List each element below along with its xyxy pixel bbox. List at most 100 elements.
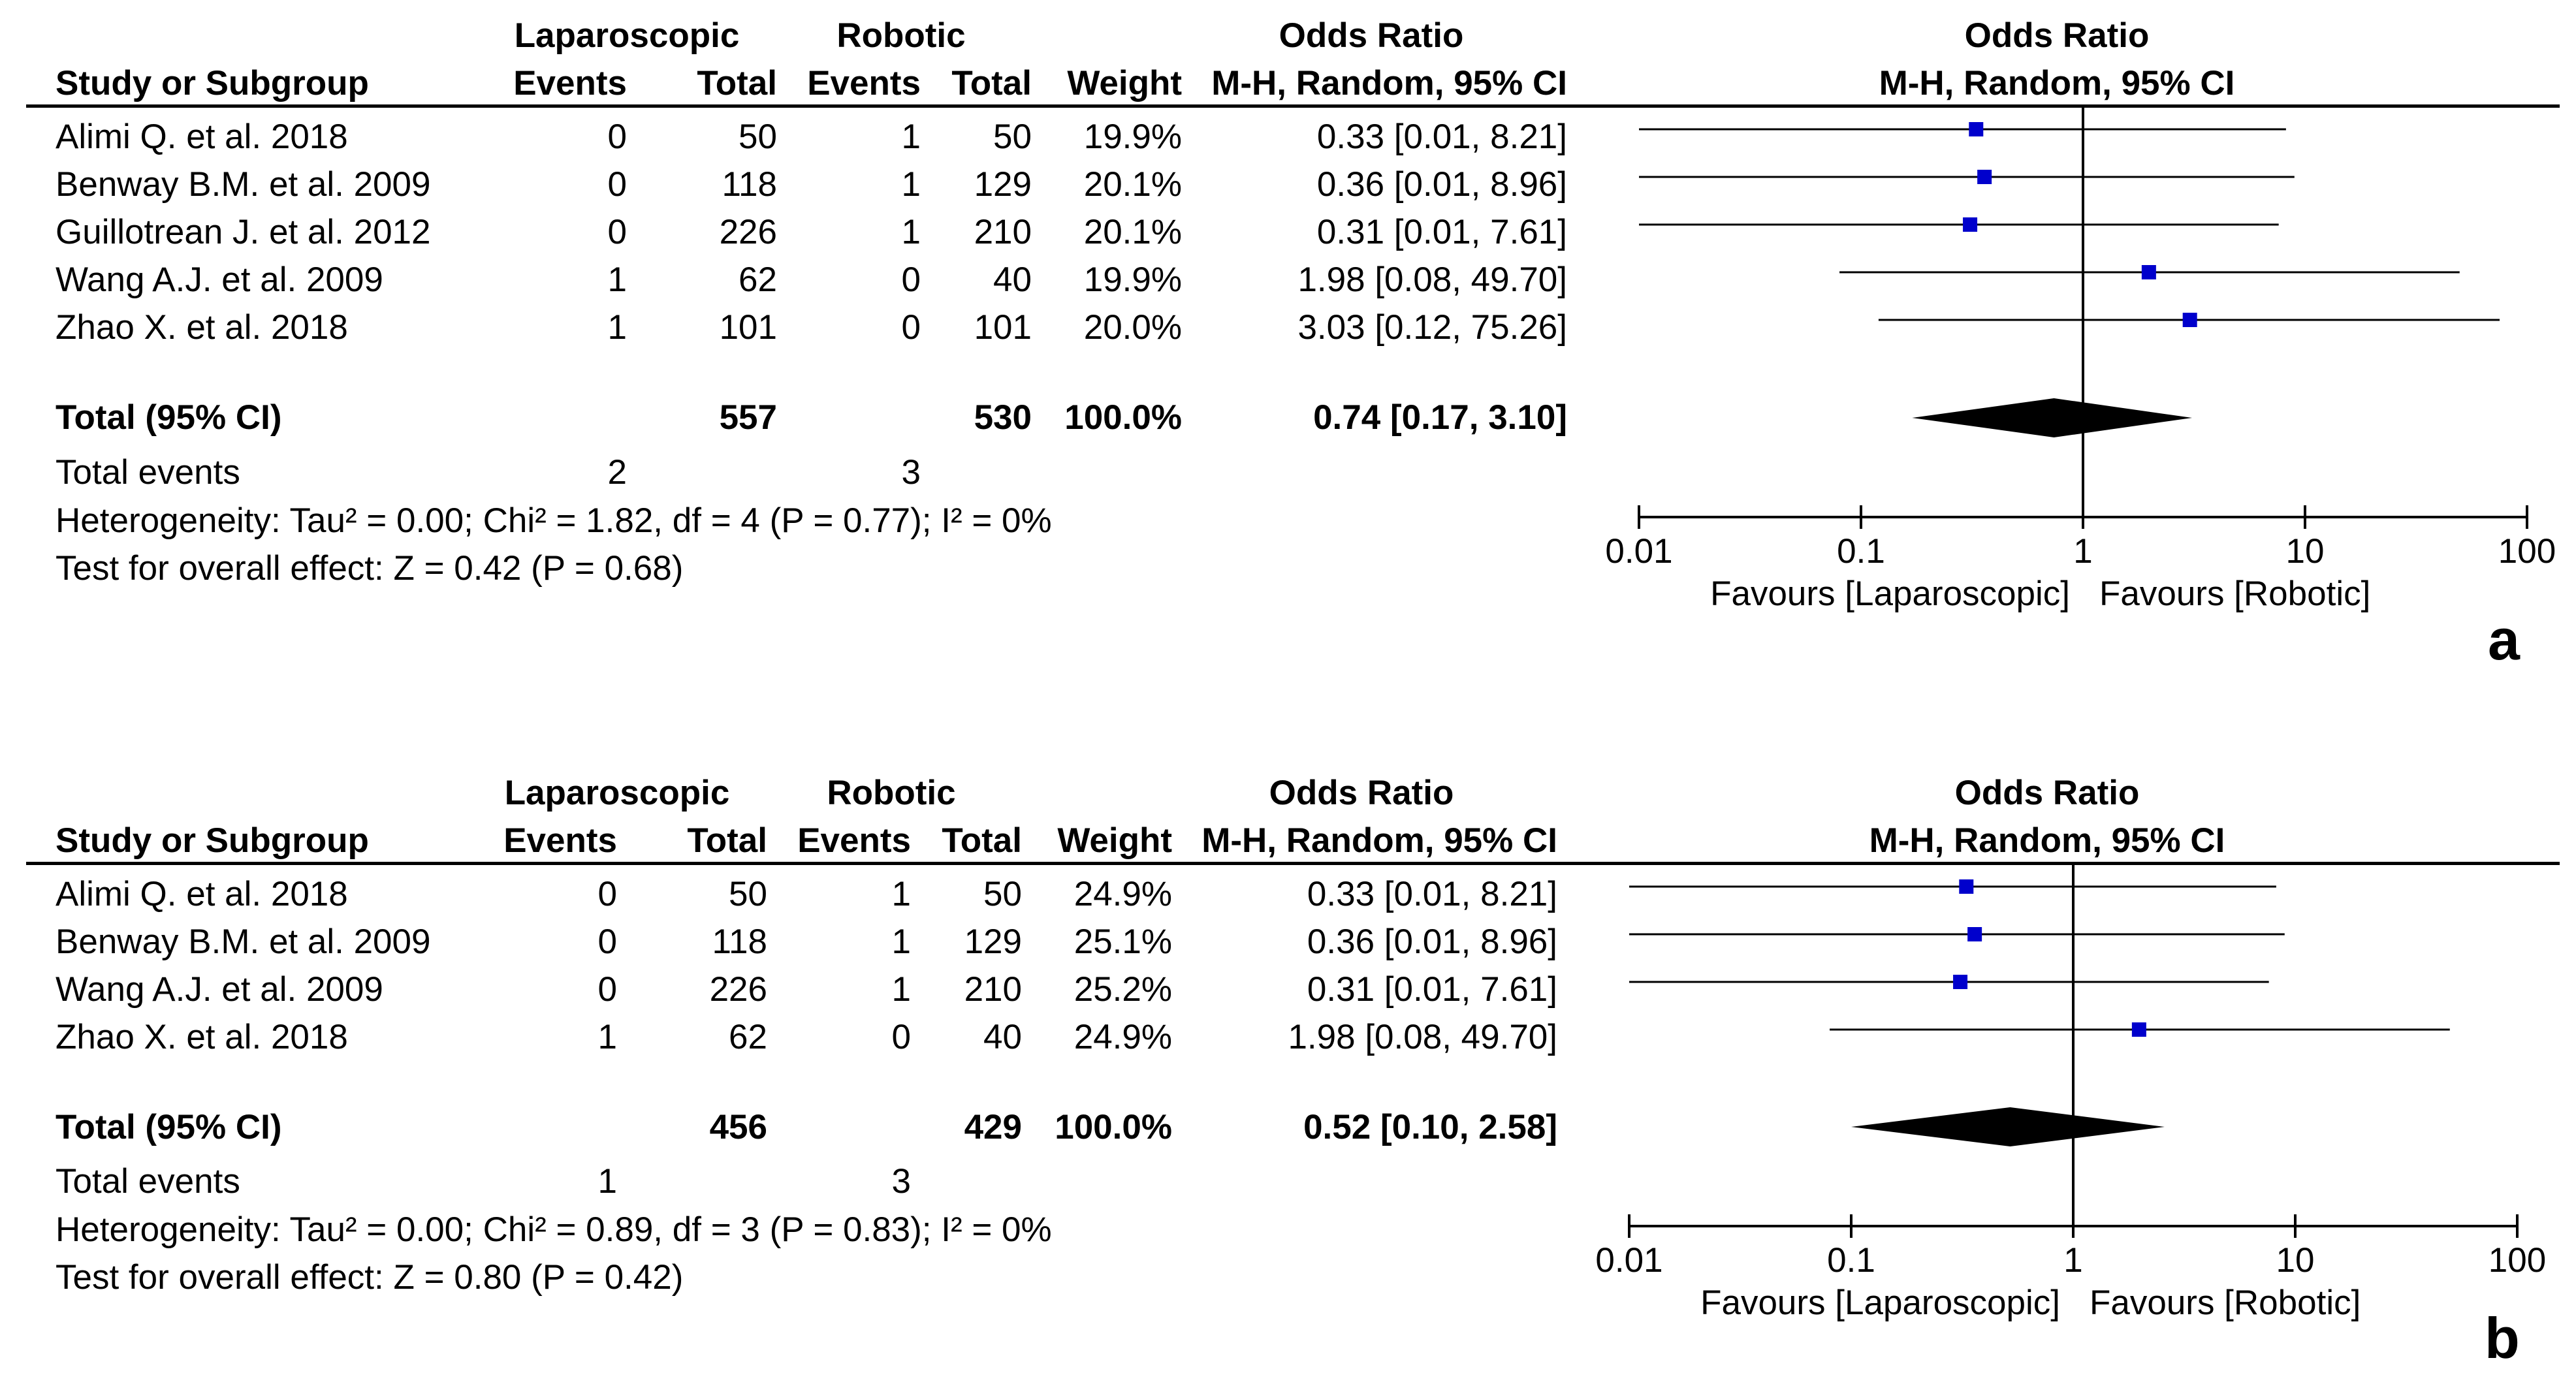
- events2: 0: [891, 1018, 911, 1056]
- total1: 62: [729, 1018, 767, 1056]
- events1: 0: [607, 213, 627, 251]
- odds-ratio-ci: 1.98 [0.08, 49.70]: [1288, 1018, 1557, 1056]
- weight: 19.9%: [1083, 260, 1182, 299]
- events2: 1: [891, 923, 911, 961]
- odds-ratio-ci: 0.36 [0.01, 8.96]: [1316, 165, 1567, 204]
- total-ci: 0.52 [0.10, 2.58]: [1303, 1108, 1557, 1146]
- forest-plot-b: 0.01 0.1 1 10 100 Favours [Laparoscopic] Favou…: [1595, 862, 2546, 1322]
- header-rule: [26, 862, 2560, 865]
- events1: 1: [607, 308, 627, 347]
- total2: 40: [993, 260, 1032, 299]
- total-events2: 3: [901, 453, 921, 492]
- total2-sum: 530: [974, 398, 1032, 437]
- total-events-label: Total events: [56, 1162, 240, 1201]
- total-events1: 1: [597, 1162, 617, 1201]
- col-total1-header: Total: [697, 64, 777, 103]
- x-tick-label: 0.1: [1827, 1241, 1875, 1280]
- total2: 210: [974, 213, 1032, 251]
- total1-sum: 456: [709, 1108, 767, 1146]
- total2: 129: [974, 165, 1032, 204]
- events2: 0: [901, 260, 921, 299]
- events2: 1: [891, 875, 911, 913]
- col-events2-header: Events: [807, 64, 921, 103]
- point-marker: [2131, 1022, 2146, 1037]
- plot-header-title: Odds Ratio: [1964, 16, 2150, 55]
- total1: 118: [712, 923, 768, 961]
- pooled-diamond: [1851, 1107, 2165, 1146]
- header-rule: [26, 104, 2560, 108]
- point-marker: [1963, 217, 1978, 232]
- total2: 210: [964, 970, 1022, 1009]
- odds-ratio-ci: 1.98 [0.08, 49.70]: [1297, 260, 1567, 299]
- point-marker: [2141, 265, 2156, 279]
- total-events-label: Total events: [56, 453, 240, 492]
- point-marker: [1959, 879, 1974, 894]
- study-name: Guillotrean J. et al. 2012: [56, 213, 431, 251]
- events1: 0: [597, 875, 617, 913]
- col-events2-header: Events: [797, 821, 911, 860]
- x-tick-label: 0.01: [1595, 1241, 1662, 1280]
- study-name: Benway B.M. et al. 2009: [56, 165, 431, 204]
- total2: 40: [983, 1018, 1022, 1056]
- total1: 226: [719, 213, 777, 251]
- group1-header: Laparoscopic: [504, 774, 730, 812]
- overall-effect-text: Test for overall effect: Z = 0.80 (P = 0…: [56, 1258, 684, 1297]
- events1: 0: [607, 165, 627, 204]
- x-tick-label: 1: [2063, 1241, 2082, 1280]
- point-marker: [1953, 975, 1968, 989]
- col-weight-header: Weight: [1067, 64, 1182, 103]
- total1: 118: [722, 165, 778, 204]
- plot-header-method: M-H, Random, 95% CI: [1869, 821, 2225, 860]
- heterogeneity-text: Heterogeneity: Tau² = 0.00; Chi² = 0.89,…: [56, 1210, 1052, 1249]
- total1: 50: [729, 875, 767, 913]
- total-label: Total (95% CI): [56, 398, 282, 437]
- overall-effect-text: Test for overall effect: Z = 0.42 (P = 0…: [56, 549, 684, 588]
- odds-ratio-ci: 3.03 [0.12, 75.26]: [1297, 308, 1567, 347]
- events2: 1: [901, 118, 921, 156]
- total1: 50: [739, 118, 777, 156]
- or-header-title: Odds Ratio: [1269, 774, 1454, 812]
- total1-sum: 557: [719, 398, 777, 437]
- group2-header: Robotic: [836, 16, 966, 55]
- x-tick-label: 0.1: [1837, 532, 1885, 571]
- col-study-header: Study or Subgroup: [56, 64, 369, 103]
- events1: 0: [597, 970, 617, 1009]
- odds-ratio-ci: 0.31 [0.01, 7.61]: [1307, 970, 1557, 1009]
- x-tick-label: 100: [2498, 532, 2556, 571]
- total-weight: 100.0%: [1064, 398, 1182, 437]
- x-tick-label: 100: [2489, 1241, 2546, 1280]
- x-tick-label: 10: [2276, 1241, 2315, 1280]
- study-name: Zhao X. et al. 2018: [56, 1018, 348, 1056]
- weight: 24.9%: [1073, 1018, 1172, 1056]
- events1: 0: [597, 923, 617, 961]
- weight: 25.2%: [1073, 970, 1172, 1009]
- events2: 0: [901, 308, 921, 347]
- point-marker: [1969, 122, 1984, 136]
- total1: 101: [719, 308, 777, 347]
- col-total1-header: Total: [687, 821, 767, 860]
- events2: 1: [901, 213, 921, 251]
- odds-ratio-ci: 0.33 [0.01, 8.21]: [1307, 875, 1557, 913]
- events2: 1: [891, 970, 911, 1009]
- events1: 0: [607, 118, 627, 156]
- favours-left-label: Favours [Laparoscopic]: [1710, 575, 2070, 613]
- study-name: Wang A.J. et al. 2009: [56, 970, 383, 1009]
- weight: 20.0%: [1083, 308, 1182, 347]
- group1-header: Laparoscopic: [514, 16, 740, 55]
- events1: 1: [597, 1018, 617, 1056]
- odds-ratio-ci: 0.31 [0.01, 7.61]: [1316, 213, 1567, 251]
- pooled-diamond: [1912, 398, 2193, 437]
- total2: 129: [964, 923, 1022, 961]
- point-marker: [1977, 170, 1992, 184]
- events2: 1: [901, 165, 921, 204]
- x-tick-label: 10: [2286, 532, 2325, 571]
- col-ci-header: M-H, Random, 95% CI: [1211, 64, 1567, 103]
- col-events1-header: Events: [503, 821, 617, 860]
- x-tick-label: 0.01: [1605, 532, 1672, 571]
- favours-right-label: Favours [Robotic]: [2090, 1284, 2361, 1322]
- total-events2: 3: [891, 1162, 911, 1201]
- total1: 226: [709, 970, 767, 1009]
- total-weight: 100.0%: [1055, 1108, 1172, 1146]
- total2: 50: [993, 118, 1032, 156]
- point-marker: [1967, 927, 1982, 941]
